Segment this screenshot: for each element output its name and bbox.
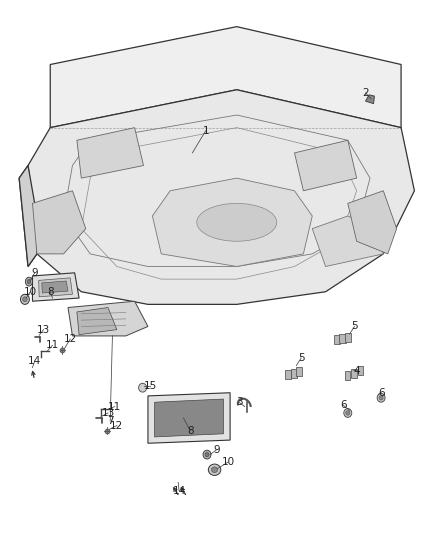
Polygon shape: [348, 191, 397, 254]
Polygon shape: [77, 127, 144, 178]
Polygon shape: [77, 308, 117, 335]
Ellipse shape: [197, 204, 277, 241]
Ellipse shape: [25, 277, 32, 286]
Text: 9: 9: [213, 445, 220, 455]
Polygon shape: [50, 27, 401, 127]
FancyBboxPatch shape: [296, 367, 302, 376]
Text: 2: 2: [362, 88, 369, 98]
Text: 8: 8: [187, 426, 194, 435]
Text: 11: 11: [108, 402, 121, 411]
Text: 11: 11: [46, 341, 59, 350]
Text: 5: 5: [351, 321, 358, 332]
Text: 1: 1: [202, 126, 209, 136]
Polygon shape: [152, 178, 312, 266]
Text: 3: 3: [236, 397, 242, 407]
Ellipse shape: [23, 297, 27, 302]
Polygon shape: [148, 393, 230, 443]
Text: 13: 13: [37, 325, 50, 335]
Text: 15: 15: [144, 382, 157, 391]
Ellipse shape: [203, 450, 211, 459]
Text: 8: 8: [47, 287, 53, 297]
Text: 10: 10: [221, 457, 234, 467]
FancyBboxPatch shape: [339, 334, 346, 343]
Text: 14: 14: [173, 486, 186, 496]
Polygon shape: [32, 273, 79, 301]
Text: 6: 6: [378, 387, 385, 398]
Ellipse shape: [205, 453, 209, 457]
Polygon shape: [32, 191, 86, 254]
Text: 12: 12: [110, 421, 124, 431]
Polygon shape: [155, 399, 223, 437]
FancyBboxPatch shape: [345, 333, 351, 342]
Ellipse shape: [377, 393, 385, 402]
Polygon shape: [19, 166, 37, 266]
Text: 13: 13: [101, 408, 115, 418]
Ellipse shape: [212, 467, 218, 473]
Ellipse shape: [208, 464, 221, 475]
Text: 6: 6: [340, 400, 346, 410]
FancyBboxPatch shape: [345, 372, 350, 380]
Text: 4: 4: [353, 366, 360, 376]
Ellipse shape: [138, 383, 147, 392]
Polygon shape: [312, 216, 383, 266]
Text: 5: 5: [298, 353, 304, 363]
Polygon shape: [68, 301, 148, 336]
Text: 14: 14: [28, 356, 41, 366]
Text: 12: 12: [64, 334, 77, 344]
Ellipse shape: [27, 279, 31, 284]
Ellipse shape: [344, 408, 352, 417]
Polygon shape: [366, 95, 374, 103]
Polygon shape: [39, 278, 72, 297]
Polygon shape: [294, 140, 357, 191]
FancyBboxPatch shape: [351, 369, 357, 377]
Polygon shape: [28, 90, 414, 304]
FancyBboxPatch shape: [334, 335, 340, 344]
FancyBboxPatch shape: [285, 370, 291, 379]
Text: 7: 7: [107, 416, 113, 426]
Ellipse shape: [21, 294, 29, 304]
Polygon shape: [42, 281, 68, 293]
Ellipse shape: [346, 411, 350, 415]
Text: 9: 9: [32, 268, 38, 278]
Text: 10: 10: [24, 287, 37, 297]
FancyBboxPatch shape: [290, 369, 297, 377]
Ellipse shape: [379, 395, 383, 400]
FancyBboxPatch shape: [357, 366, 363, 375]
Polygon shape: [19, 166, 37, 266]
